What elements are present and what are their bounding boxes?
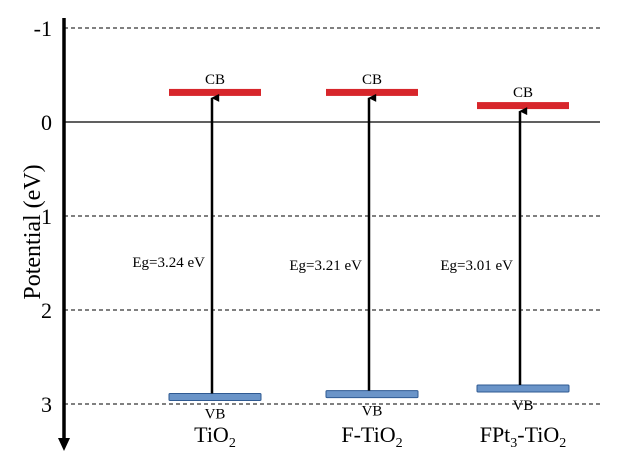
cb-label: CB xyxy=(362,72,382,88)
valence-band xyxy=(325,390,419,399)
band-gap-label: Eg=3.21 eV xyxy=(289,258,362,274)
conduction-band xyxy=(169,88,261,96)
sample-group: CB VB Eg=3.01 eV FPt3-TiO2 xyxy=(440,85,570,451)
cb-label: CB xyxy=(205,72,225,88)
y-tick-labels: -1 0 1 2 3 xyxy=(34,16,52,417)
sample-group: CB VB Eg=3.21 eV F-TiO2 xyxy=(289,72,419,451)
vb-label: VB xyxy=(513,398,534,414)
vb-label: VB xyxy=(205,406,226,422)
cb-label: CB xyxy=(513,85,533,101)
y-tick-label: 1 xyxy=(41,204,52,229)
gridlines xyxy=(64,27,600,405)
band-gap-label: Eg=3.24 eV xyxy=(132,255,205,271)
valence-band xyxy=(476,384,570,393)
sample-label: TiO2 xyxy=(194,422,236,451)
y-tick-label: 2 xyxy=(41,298,52,323)
conduction-band xyxy=(477,102,569,110)
y-axis-arrowhead xyxy=(58,438,70,451)
sample-label: FPt3-TiO2 xyxy=(480,422,567,451)
y-tick-label: 0 xyxy=(41,110,52,135)
vb-label: VB xyxy=(362,404,383,420)
y-tick-label: 3 xyxy=(41,392,52,417)
conduction-band xyxy=(326,88,418,96)
sample-group: CB VB Eg=3.24 eV TiO2 xyxy=(132,72,262,451)
valence-band xyxy=(168,392,262,401)
sample-label: F-TiO2 xyxy=(341,422,402,451)
y-tick-label: -1 xyxy=(34,16,52,41)
band-gap-label: Eg=3.01 eV xyxy=(440,258,513,274)
y-axis-title: Potential (eV) xyxy=(20,164,46,299)
